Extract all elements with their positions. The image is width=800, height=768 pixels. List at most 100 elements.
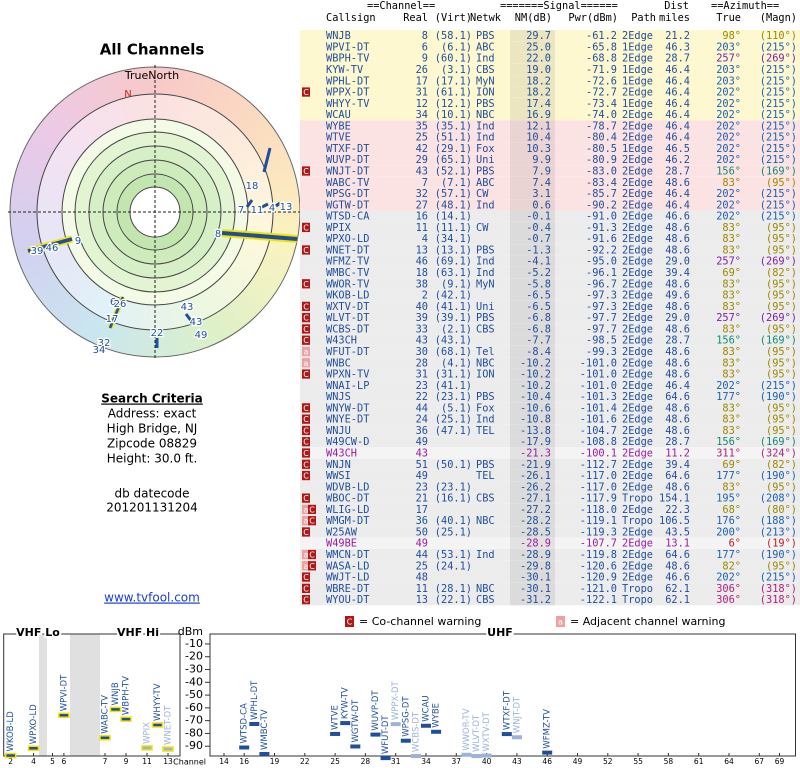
row-background [300,560,800,572]
table-cell: WNJT-DT [326,166,369,178]
table-cell: (13.1) [435,244,472,256]
table-cell: -119.8 [580,549,617,561]
nm-column-shade [510,447,555,459]
nm-column-shade [510,503,555,516]
nm-column-shade [510,560,555,572]
table-cell: 68° [722,504,741,516]
table-cell: WKOB-LD [326,290,369,302]
table-cell: 46.4 [665,132,690,144]
table-cell: 46.4 [665,109,690,121]
row-background [300,30,800,42]
table-cell: 39 [416,312,428,324]
column-header: Pwr(dBm) [568,12,618,24]
table-cell: MyN [476,278,495,290]
table-cell: -30.1 [520,572,551,584]
table-cell: (95°) [766,278,797,290]
warning-marker: C [303,449,309,458]
table-cell: (95°) [766,346,797,358]
nm-column-shade [510,548,555,561]
row-background [300,390,800,403]
table-cell: 17.4 [526,98,551,110]
adjacent-icon [302,549,310,560]
table-cell: -80.4 [586,132,617,144]
table-cell: (318°) [760,583,797,595]
y-tick-label: -30 [185,663,203,676]
table-cell: (63.1) [435,267,472,279]
row-background [300,582,800,594]
table-cell: (7.1) [441,177,472,189]
table-cell: ION [476,369,495,381]
station-label: WNJB [111,682,121,705]
table-cell: (60.1) [435,53,472,65]
table-cell: (31.1) [435,369,472,381]
table-cell: Uni [476,301,495,313]
co-channel-icon [308,516,316,526]
x-tick-label: 43 [512,757,522,766]
station-bar [27,237,73,253]
row-background [300,571,800,583]
table-cell: WDVB-LD [326,481,369,493]
table-cell: 202° [716,132,741,144]
table-cell: -6.8 [526,312,551,324]
co-channel-icon [302,527,310,537]
table-cell: -28.9 [520,538,551,550]
table-cell: 11.2 [665,448,690,460]
table-cell: 2Edge [622,402,653,414]
table-cell: (188°) [760,515,797,527]
table-header: =======Signal====== [500,0,618,12]
table-cell: WPSG-DT [326,188,369,200]
warning-marker: C [303,370,309,379]
table-cell: (14.1) [435,211,472,223]
table-cell: 17 [416,75,428,87]
table-cell: -28.9 [520,549,551,561]
panel-title: All Channels [100,41,205,59]
table-cell: PBS [476,98,495,110]
table-cell: WWSI [326,470,351,482]
table-cell: 257° [716,256,741,268]
table-cell: 2Edge [622,87,653,99]
table-cell: 202° [716,154,741,166]
nm-column-shade [510,402,555,414]
x-tick-label: 64 [724,757,734,766]
table-cell: (69.1) [435,256,472,268]
column-header: Callsign [326,12,376,24]
polar-label: 43 [181,302,194,313]
table-cell: 46.4 [665,98,690,110]
table-cell: 7.4 [532,177,551,189]
row-background [300,142,800,155]
table-cell: 12 [416,98,428,110]
co-channel-icon [302,279,310,289]
column-header: Real [403,12,428,24]
table-cell: 257° [716,53,741,65]
column-header: Path [631,12,656,24]
x-tick-label: 58 [664,757,674,766]
nm-column-shade [510,97,555,109]
nm-column-shade [510,515,555,527]
warning-marker: a [304,551,309,560]
x-tick-label: 49 [573,757,583,766]
co-channel-icon [302,369,310,379]
column-header: (Magn) [760,12,797,24]
table-cell: PBS [476,391,495,403]
table-cell: -96.7 [586,278,617,290]
table-cell: 98° [722,30,741,42]
nm-column-shade [510,108,555,121]
table-cell: 83° [722,278,741,290]
table-cell: (48.1) [435,199,472,211]
table-cell: (29.1) [435,143,472,155]
y-tick-label: -20 [185,650,203,663]
x-tick-label: 2 [8,757,13,766]
row-background [300,131,800,143]
table-cell: (40.1) [435,515,472,527]
polar-label: 32 [98,338,111,349]
table-cell: 48.6 [665,177,690,189]
site-link[interactable]: www.tvfool.com [104,591,200,605]
table-cell: 2Edge [622,222,653,234]
co-channel-icon [302,414,310,424]
nm-column-shade [510,424,555,437]
table-cell: (215°) [760,75,797,87]
station-label: WUVP-DT [371,690,381,731]
table-cell: 2Edge [622,199,653,211]
polar-label: 39 [31,246,44,257]
table-cell: (169°) [760,335,797,347]
